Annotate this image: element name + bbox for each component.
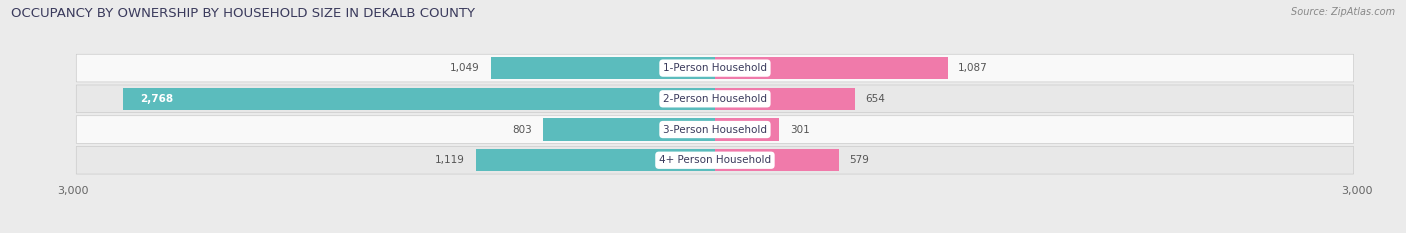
Text: 654: 654 [866,94,886,104]
Text: 1,119: 1,119 [434,155,465,165]
FancyBboxPatch shape [76,116,1354,143]
Text: OCCUPANCY BY OWNERSHIP BY HOUSEHOLD SIZE IN DEKALB COUNTY: OCCUPANCY BY OWNERSHIP BY HOUSEHOLD SIZE… [11,7,475,20]
Bar [122,88,714,110]
Bar [714,88,855,110]
Text: 3-Person Household: 3-Person Household [664,124,766,134]
FancyBboxPatch shape [76,85,1354,113]
FancyBboxPatch shape [76,54,1354,82]
Text: Source: ZipAtlas.com: Source: ZipAtlas.com [1291,7,1395,17]
Bar [543,118,714,140]
Text: 4+ Person Household: 4+ Person Household [659,155,770,165]
Bar [714,149,839,171]
Bar [714,118,779,140]
Text: 579: 579 [849,155,869,165]
Bar [714,57,948,79]
Bar [491,57,714,79]
Text: 1-Person Household: 1-Person Household [664,63,766,73]
Text: 803: 803 [513,124,533,134]
Text: 1,087: 1,087 [959,63,988,73]
Text: 2-Person Household: 2-Person Household [664,94,766,104]
Bar [475,149,714,171]
Text: 301: 301 [790,124,810,134]
Text: 2,768: 2,768 [139,94,173,104]
FancyBboxPatch shape [76,146,1354,174]
Text: 1,049: 1,049 [450,63,479,73]
